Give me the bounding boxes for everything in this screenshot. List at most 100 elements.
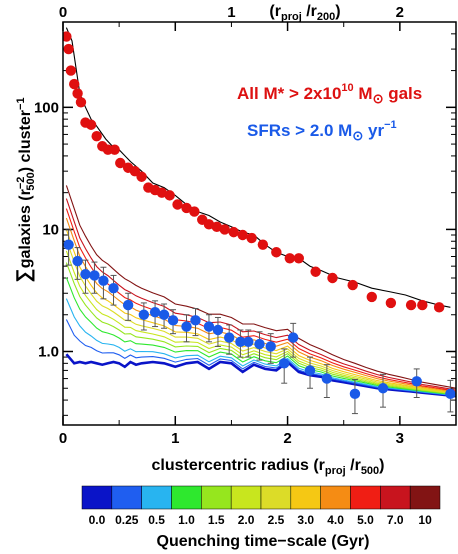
sfr-galaxy-point: [321, 373, 333, 384]
model-track-group: [65, 185, 456, 398]
colorbar-label: 4.0: [327, 513, 344, 527]
all-galaxy-point: [189, 206, 200, 217]
colorbar-swatch: [380, 485, 411, 510]
sfr-galaxy-point: [63, 239, 74, 250]
colorbar-label: 2.5: [268, 513, 285, 527]
sfr-galaxy-point: [304, 365, 316, 376]
model-track-line: [65, 262, 456, 396]
all-galaxy-point: [385, 297, 397, 309]
sfr-galaxy-point: [445, 388, 456, 400]
all-galaxy-point: [237, 229, 248, 241]
all-galaxy-point: [347, 279, 358, 291]
sfr-galaxy-point: [72, 255, 83, 267]
plot-frame: [62, 21, 457, 426]
sfr-galaxy-point: [167, 315, 179, 326]
all-galaxy-point: [284, 253, 296, 264]
all-galaxy-point: [310, 266, 321, 277]
sfr-galaxy-point: [349, 388, 361, 400]
all-galaxy-point: [85, 119, 97, 130]
y-axis-title: ∑galaxies (r−2500) cluster−1: [13, 97, 37, 282]
legend-all-galaxies: All M* > 2x1010 M⊙ gals: [237, 82, 422, 106]
all-galaxies-points: [63, 31, 445, 313]
all-galaxy-point: [211, 221, 223, 233]
sfr-galaxy-point: [122, 299, 134, 311]
colorbar-label: 10: [418, 513, 432, 527]
x-axis-title: clustercentric radius (rproj /r500): [152, 457, 385, 477]
x-tick-label: 1: [171, 430, 179, 447]
top-axis-ticks: 0 1 2: [59, 4, 404, 21]
all-galaxy-point: [65, 65, 77, 76]
top-tick-label: 0: [59, 4, 67, 21]
model-track-line: [65, 277, 456, 396]
sfr-galaxy-point: [80, 268, 91, 280]
all-galaxy-point: [327, 272, 338, 284]
sfr-galaxy-point: [279, 358, 290, 369]
all-galaxy-point: [181, 202, 192, 214]
all-galaxy-point: [172, 199, 183, 210]
sfr-galaxy-point: [138, 309, 150, 320]
colorbar-swatch: [201, 485, 232, 510]
all-galaxy-point: [72, 88, 83, 99]
all-galaxy-point: [63, 31, 72, 42]
sfr-galaxy-point: [254, 338, 265, 350]
legend-sfr-galaxies: SFRs > 2.0 M⊙ yr−1: [247, 119, 397, 143]
sfr-galaxy-point: [158, 309, 170, 320]
colorbar-swatch: [320, 485, 351, 510]
sfr-galaxy-point: [149, 306, 161, 318]
sfr-galaxy-point: [212, 324, 224, 336]
all-galaxy-point: [115, 157, 126, 169]
all-galaxy-point: [228, 226, 239, 238]
all-galaxy-point: [164, 190, 175, 201]
all-model-line: [65, 27, 451, 308]
model-track-line: [65, 239, 456, 395]
colorbar-label: 1.0: [178, 513, 195, 527]
colorbar-label: 0.0: [89, 513, 106, 527]
x-tick-label: 0: [59, 430, 67, 447]
all-galaxy-point: [156, 187, 168, 198]
sfr-galaxies-points: [63, 229, 456, 415]
sfr-galaxy-point: [190, 315, 201, 326]
all-galaxy-point: [91, 131, 102, 142]
sfr-galaxy-point: [287, 332, 299, 343]
colorbar-label: 1.5: [208, 513, 225, 527]
colorbar-swatch: [230, 485, 262, 510]
all-galaxy-point: [405, 299, 417, 311]
colorbar-swatch: [290, 485, 321, 510]
colorbar-label: 5.0: [357, 513, 374, 527]
colorbar-swatch: [81, 485, 113, 510]
colorbar-swatch: [111, 485, 142, 510]
sfr-galaxy-point: [235, 336, 246, 348]
colorbar-label: 0.5: [148, 513, 165, 527]
top-tick-label: 1: [227, 4, 235, 21]
sfr-galaxy-point: [181, 321, 192, 332]
colorbar-label: 0.25: [115, 513, 139, 527]
top-tick-label: 2: [396, 4, 404, 21]
sfr-galaxy-point: [89, 270, 100, 281]
model-track-line: [65, 250, 456, 395]
y-tick-label: 100: [34, 99, 59, 116]
colorbar-swatch: [409, 485, 441, 510]
colorbar-label: 7.0: [387, 513, 404, 527]
sfr-galaxy-point: [203, 321, 215, 332]
colorbar: 0.0 0.25 0.5 1.0 1.5 2.0 2.5 3.0 4.0 5.0 7.0 10: [81, 485, 441, 527]
sfr-galaxy-point: [243, 336, 254, 348]
colorbar-swatch: [350, 485, 381, 510]
all-galaxy-point: [366, 291, 377, 303]
all-galaxy-point: [75, 97, 87, 108]
all-galaxy-point: [69, 78, 80, 90]
y-tick-label: 1.0: [38, 343, 59, 360]
x-tick-label: 2: [283, 430, 291, 447]
all-galaxy-point: [271, 247, 282, 258]
x-tick-label: 3: [396, 430, 404, 447]
sfr-galaxy-point: [98, 275, 109, 286]
colorbar-title: Quenching time−scale (Gyr): [157, 533, 370, 550]
model-track-line: [65, 208, 456, 392]
all-galaxy-point: [433, 302, 445, 313]
y-tick-label: 10: [42, 221, 59, 238]
sfr-galaxy-point: [377, 383, 389, 394]
sfr-galaxy-point: [223, 332, 235, 343]
all-galaxy-point: [293, 253, 304, 264]
model-track-line: [65, 185, 456, 389]
model-track-line: [65, 198, 456, 391]
all-galaxy-point: [219, 224, 230, 235]
